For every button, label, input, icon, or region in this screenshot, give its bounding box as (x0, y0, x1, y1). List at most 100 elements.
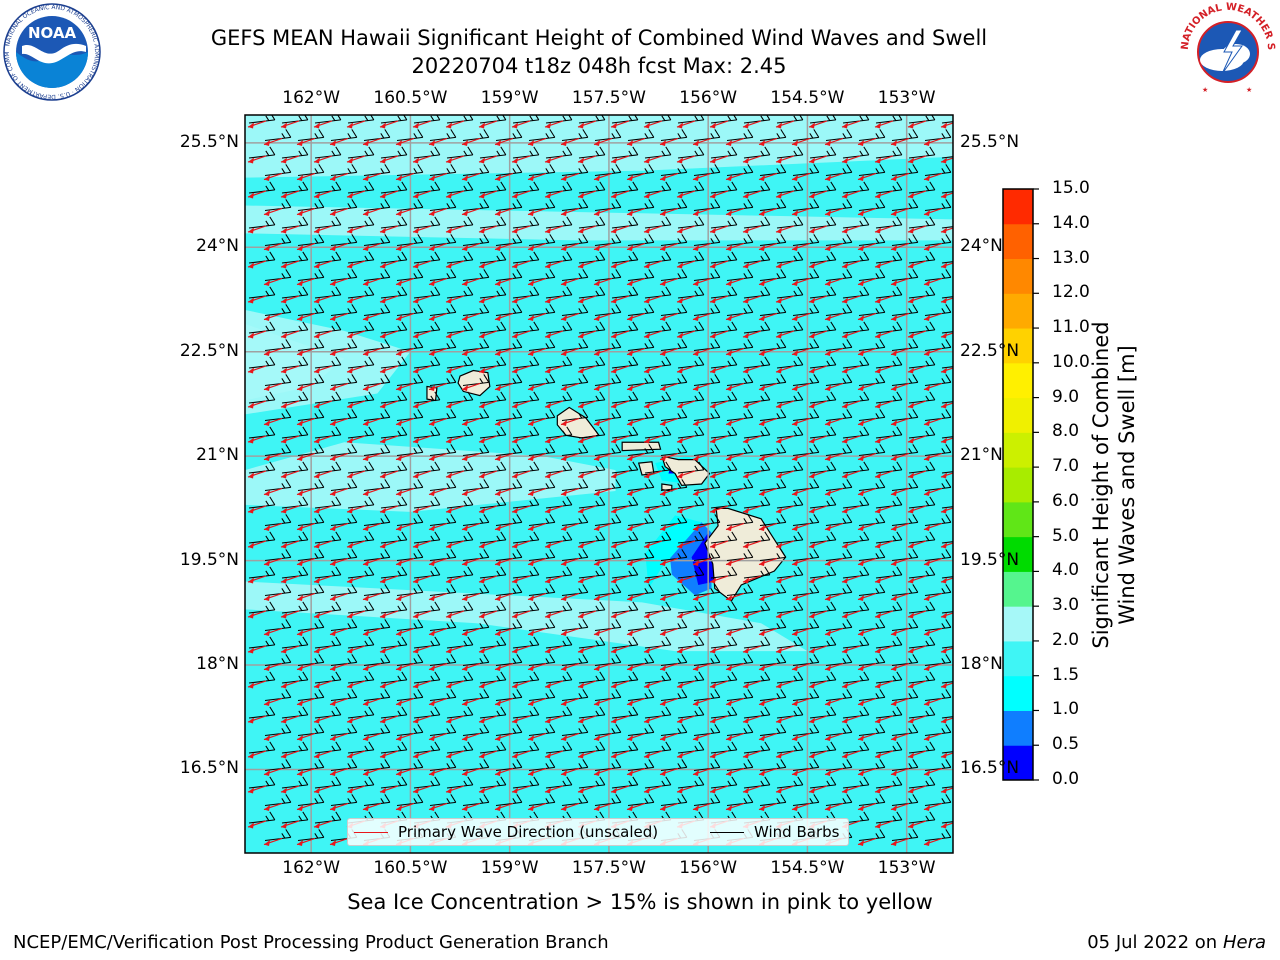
wind-barb-shaft (528, 381, 555, 387)
wind-barb-feather-half (364, 745, 369, 751)
wind-barb-feather-half (628, 535, 633, 541)
wave-arrow-head (908, 612, 914, 619)
wind-barb-shaft (941, 576, 953, 579)
wave-arrow-head (644, 227, 650, 234)
wave-arrow-head (594, 700, 600, 707)
wind-barb-shaft (611, 434, 638, 439)
wind-barb-shaft (363, 416, 390, 422)
wind-barb-feather (368, 321, 375, 331)
wind-barb-feather (467, 146, 474, 156)
wind-barb-feather (863, 706, 870, 716)
wave-arrow-head (446, 752, 452, 759)
wind-barb-feather (879, 759, 886, 768)
wind-barb-feather (335, 566, 342, 576)
wave-direction-legend-label: Primary Wave Direction (unscaled) (398, 823, 659, 841)
wind-barb-feather (384, 129, 391, 138)
wind-barb-feather-half (694, 185, 699, 191)
wind-barb-feather-half (892, 150, 897, 156)
wave-arrow-head (858, 525, 864, 532)
wave-arrow-head (594, 735, 600, 742)
wind-barb-shaft (297, 661, 324, 667)
wind-barb-feather-half (776, 658, 781, 664)
wind-barb-shaft (825, 591, 852, 597)
wind-barb-feather-half (446, 483, 451, 489)
wind-barb-shaft (479, 539, 506, 544)
wind-barb-feather-half (661, 640, 666, 646)
wave-arrow-head (809, 647, 815, 654)
wind-barb-feather-half (364, 150, 369, 156)
wind-barb-shaft (858, 381, 885, 387)
wind-barb-feather (963, 532, 968, 540)
wave-arrow-head (479, 787, 485, 794)
wind-barb-feather (302, 671, 309, 681)
wave-arrow-head (380, 437, 386, 444)
wave-arrow-head (495, 210, 501, 217)
wave-arrow-head (743, 507, 749, 514)
credit-date-text: 05 Jul 2022 on (1087, 932, 1223, 953)
wind-barb-feather (599, 251, 606, 261)
wave-arrow-head (759, 315, 765, 322)
wave-arrow-head (743, 787, 749, 794)
wave-arrow-head (512, 332, 518, 339)
wind-barb-feather-half (875, 553, 880, 559)
wind-barb-shaft (314, 644, 341, 649)
wave-arrow-head (380, 682, 386, 689)
wind-barb-feather (963, 637, 968, 645)
wind-barb-feather-half (776, 343, 781, 349)
wave-arrow-head (578, 717, 584, 724)
wind-barb-shaft (710, 329, 737, 334)
wave-arrow-head (528, 560, 534, 567)
wind-barb-feather (863, 566, 870, 576)
wave-arrow-head (677, 752, 683, 759)
wind-barb-feather (764, 426, 771, 436)
wind-barb-feather-half (595, 150, 600, 156)
wind-barb-feather (648, 584, 655, 593)
wind-barb-feather (566, 566, 573, 576)
wind-barb-feather (797, 636, 804, 646)
wind-barb-shaft (380, 364, 407, 369)
wave-arrow-head (743, 577, 749, 584)
wind-barb-feather (764, 741, 771, 751)
wind-barb-feather-half (677, 343, 682, 349)
wind-barb-shaft (627, 171, 654, 177)
wind-barb-feather-half (595, 395, 600, 401)
wind-barb-shaft (248, 364, 275, 369)
wind-barb-feather (945, 409, 952, 418)
wind-barb-feather-half (545, 728, 550, 734)
wave-arrow-head (248, 647, 254, 654)
wind-barb-feather-half (397, 535, 402, 541)
wave-arrow-head (495, 560, 501, 567)
wave-arrow-head (479, 262, 485, 269)
wind-barb-feather (681, 129, 688, 138)
wind-barb-shaft (743, 259, 770, 264)
wind-barb-feather-half (677, 448, 682, 454)
wind-barb-shaft (875, 749, 902, 754)
wave-arrow-head (396, 140, 402, 147)
wind-barb-feather-half (331, 780, 336, 786)
wind-barb-feather-half (331, 570, 336, 576)
wave-arrow-head (644, 577, 650, 584)
wind-barb-feather (632, 706, 639, 716)
wind-barb-shaft (842, 119, 869, 124)
wind-barb-shaft (413, 644, 440, 649)
wind-barb-feather-half (694, 500, 699, 506)
wind-barb-feather (747, 129, 754, 138)
wave-arrow-head (627, 490, 633, 497)
wind-barb-feather-half (595, 465, 600, 471)
wind-barb-feather (384, 724, 391, 733)
wind-barb-feather-half (595, 115, 600, 121)
wind-barb-shaft (594, 136, 621, 142)
wind-barb-feather (302, 426, 309, 436)
wind-barb-feather-half (842, 553, 847, 559)
wind-barb-feather (698, 776, 705, 786)
wind-barb-feather (681, 619, 688, 628)
wave-arrow-head (545, 577, 551, 584)
wave-arrow-head (281, 227, 287, 234)
wave-arrow-head (627, 735, 633, 742)
wind-barb-feather (764, 146, 771, 156)
wind-barb-feather-half (908, 203, 913, 209)
wind-barb-shaft (842, 609, 869, 614)
wind-barb-feather-half (578, 693, 583, 699)
wind-barb-shaft (413, 539, 440, 544)
wind-barb-feather-half (562, 255, 567, 261)
